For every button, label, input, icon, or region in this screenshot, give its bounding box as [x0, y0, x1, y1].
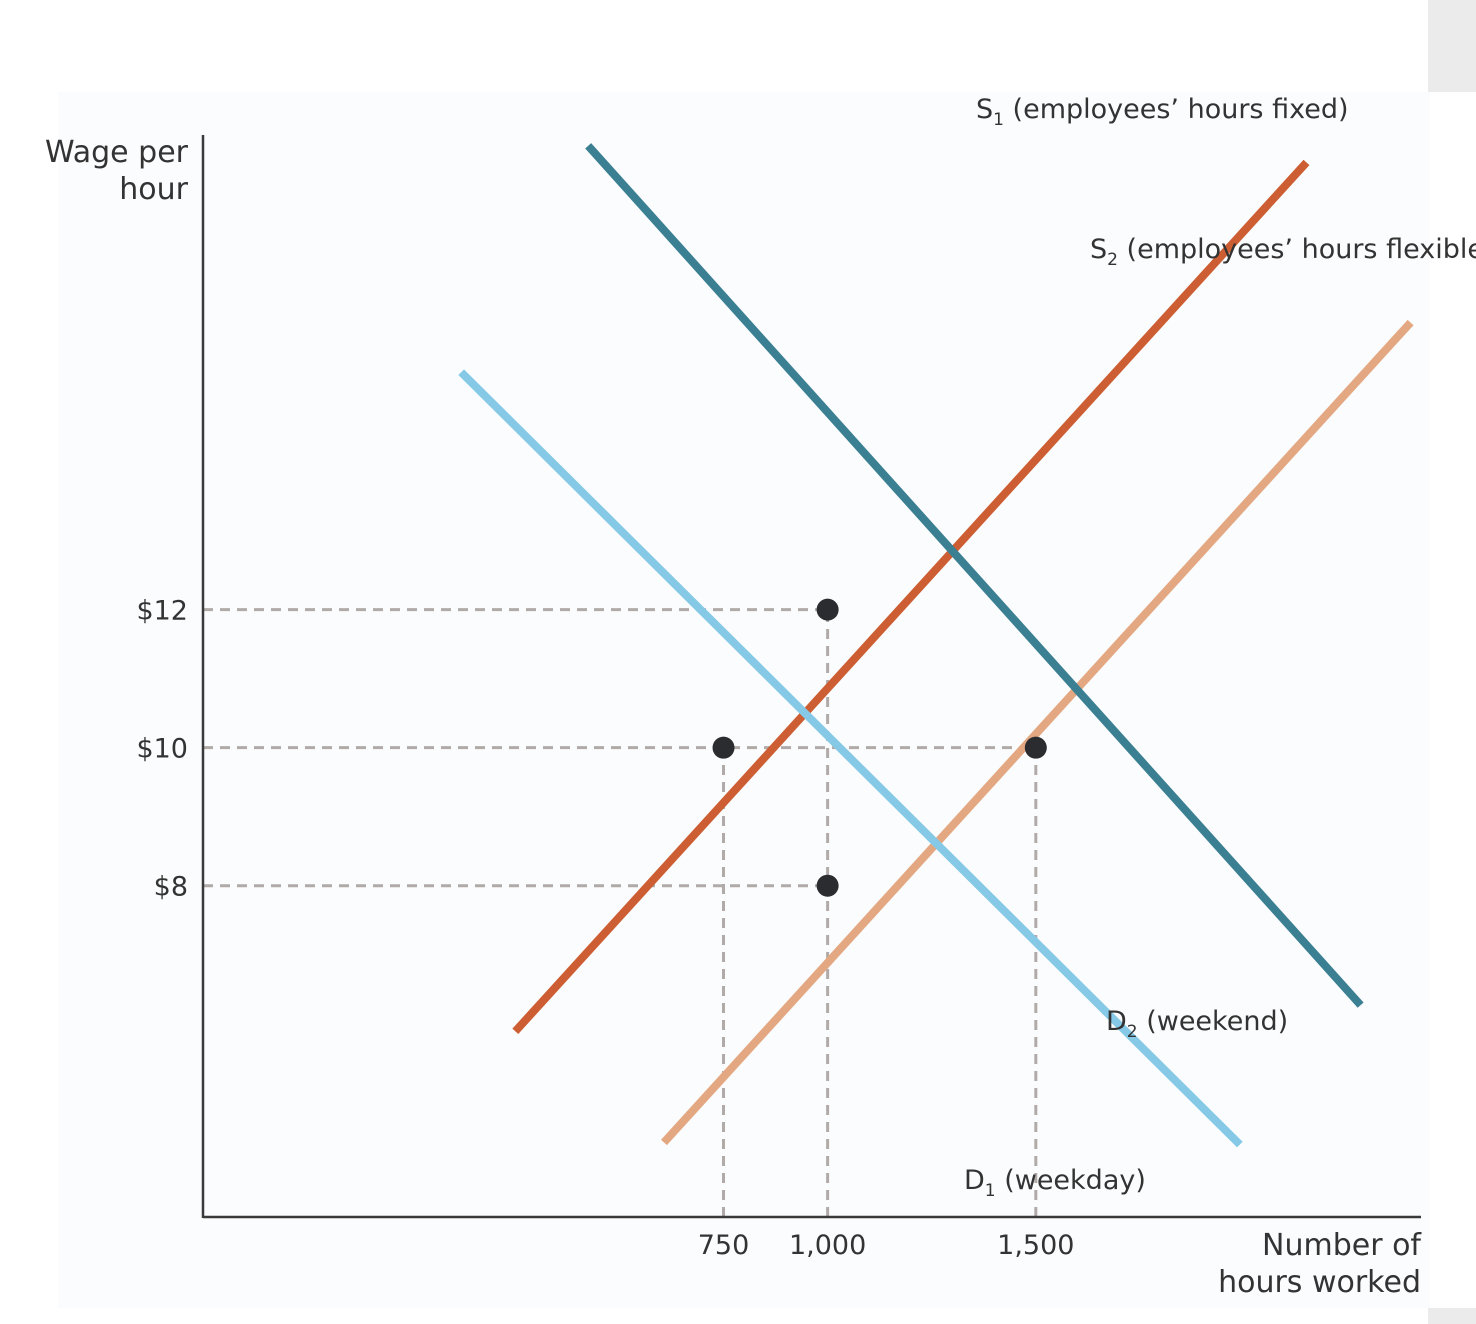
series-label-s2: S2 (employees’ hours flexible)	[1090, 234, 1476, 270]
x-tick-label-1: 1,000	[789, 1230, 866, 1261]
x-axis-title-line-1: hours worked	[1218, 1265, 1421, 1300]
series-label-d1: D1 (weekday)	[964, 1165, 1146, 1201]
right-gutter	[1428, 0, 1476, 92]
curves	[458, 143, 1414, 1148]
curve-d2	[585, 143, 1364, 1008]
equilibrium-point-3	[816, 874, 839, 897]
x-tick-label-2: 1,500	[997, 1230, 1074, 1261]
curve-s1	[512, 159, 1310, 1035]
right-gutter-bottom	[1428, 1308, 1476, 1324]
y-axis-title-line-0: Wage per	[45, 135, 189, 170]
y-tick-label-0: $12	[136, 596, 188, 627]
equilibrium-point-1	[712, 736, 735, 759]
curve-s2	[661, 319, 1414, 1146]
y-axis-title-line-1: hour	[119, 172, 188, 207]
series-label-d2: D2 (weekend)	[1106, 1006, 1288, 1042]
y-tick-label-1: $10	[136, 734, 188, 765]
axes	[201, 135, 1421, 1219]
y-tick-label-2: $8	[154, 872, 188, 903]
equilibrium-point-0	[816, 598, 839, 621]
equilibrium-point-2	[1024, 736, 1047, 759]
guide-lines	[203, 608, 1038, 1217]
curve-d1	[458, 369, 1243, 1148]
x-axis-title-line-0: Number of	[1262, 1228, 1422, 1263]
x-tick-label-0: 750	[698, 1230, 750, 1261]
equilibrium-points	[712, 598, 1047, 897]
series-label-s1: S1 (employees’ hours fixed)	[976, 94, 1349, 130]
